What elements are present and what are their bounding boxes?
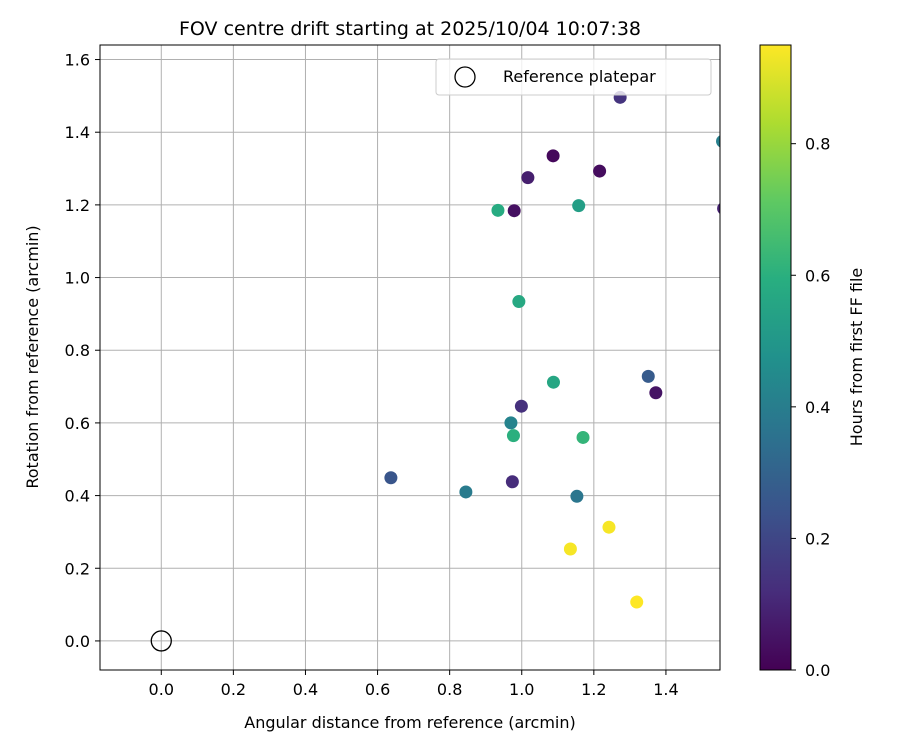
scatter-point bbox=[576, 430, 590, 444]
y-tick-label: 0.8 bbox=[65, 341, 90, 360]
scatter-point bbox=[512, 295, 526, 309]
y-tick-label: 1.2 bbox=[65, 196, 90, 215]
y-tick-label: 0.2 bbox=[65, 559, 90, 578]
scatter-point bbox=[649, 386, 663, 400]
scatter-point bbox=[384, 471, 398, 485]
scatter-point bbox=[514, 399, 528, 413]
x-tick-label: 0.4 bbox=[293, 680, 318, 699]
x-axis-title: Angular distance from reference (arcmin) bbox=[244, 713, 575, 732]
scatter-point bbox=[491, 203, 505, 217]
scatter-point bbox=[602, 520, 616, 534]
chart-title: FOV centre drift starting at 2025/10/04 … bbox=[179, 18, 641, 40]
colorbar-tick-label: 0.4 bbox=[805, 398, 830, 417]
colorbar: 0.0 0.2 0.4 0.6 0.8 Hours from first FF file bbox=[759, 44, 866, 680]
legend: Reference platepar bbox=[435, 58, 712, 96]
y-tick-label: 1.0 bbox=[65, 269, 90, 288]
x-tick-label: 0.6 bbox=[365, 680, 390, 699]
scatter-point bbox=[717, 203, 720, 214]
y-tick-label: 0.6 bbox=[65, 414, 90, 433]
reference-platepar-marker bbox=[150, 630, 172, 652]
scatter-point bbox=[630, 595, 644, 609]
scatter-point bbox=[593, 164, 607, 178]
legend-box bbox=[435, 58, 712, 96]
x-tick-label: 0.8 bbox=[437, 680, 462, 699]
scatter-point bbox=[505, 475, 519, 489]
legend-reference-marker bbox=[454, 66, 476, 88]
y-tick-label: 1.4 bbox=[65, 123, 90, 142]
scatter-point bbox=[546, 149, 560, 163]
colorbar-tick-label: 0.6 bbox=[805, 266, 830, 285]
colorbar-tick-label: 0.8 bbox=[805, 135, 830, 154]
scatter-point bbox=[641, 369, 655, 383]
scatter-point bbox=[572, 199, 586, 213]
colorbar-ticks: 0.0 0.2 0.4 0.6 0.8 bbox=[791, 135, 830, 680]
x-tick-label: 1.4 bbox=[653, 680, 678, 699]
scatter-points bbox=[384, 90, 720, 609]
scatter-point bbox=[521, 171, 535, 185]
legend-entry-label: Reference platepar bbox=[503, 67, 656, 86]
x-tick-label: 0.2 bbox=[221, 680, 246, 699]
y-tick-label: 1.6 bbox=[65, 51, 90, 70]
x-tick-label: 1.2 bbox=[581, 680, 606, 699]
y-axis-title: Rotation from reference (arcmin) bbox=[23, 225, 42, 488]
colorbar-gradient bbox=[759, 44, 792, 671]
y-tick-label: 0.0 bbox=[65, 632, 90, 651]
scatter-point bbox=[507, 204, 521, 218]
x-tick-label: 1.0 bbox=[509, 680, 534, 699]
colorbar-title: Hours from first FF file bbox=[847, 268, 866, 447]
colorbar-tick-label: 0.2 bbox=[805, 529, 830, 548]
y-axis: 0.0 0.2 0.4 0.6 0.8 1.0 1.2 1.4 1.6 bbox=[65, 51, 100, 651]
scatter-point bbox=[504, 416, 518, 430]
scatter-point bbox=[570, 489, 584, 503]
scatter-point bbox=[506, 429, 520, 443]
scatter-point bbox=[563, 542, 577, 556]
plot-frame bbox=[99, 44, 721, 671]
scatter-point bbox=[546, 375, 560, 389]
x-axis: 0.0 0.2 0.4 0.6 0.8 1.0 1.2 1.4 bbox=[149, 670, 679, 699]
x-tick-label: 0.0 bbox=[149, 680, 174, 699]
scatter-point bbox=[459, 485, 473, 499]
grid bbox=[100, 45, 720, 670]
scatter-point bbox=[716, 135, 720, 148]
y-tick-label: 0.4 bbox=[65, 487, 90, 506]
reference-marker-layer bbox=[150, 630, 172, 652]
colorbar-tick-label: 0.0 bbox=[805, 661, 830, 680]
